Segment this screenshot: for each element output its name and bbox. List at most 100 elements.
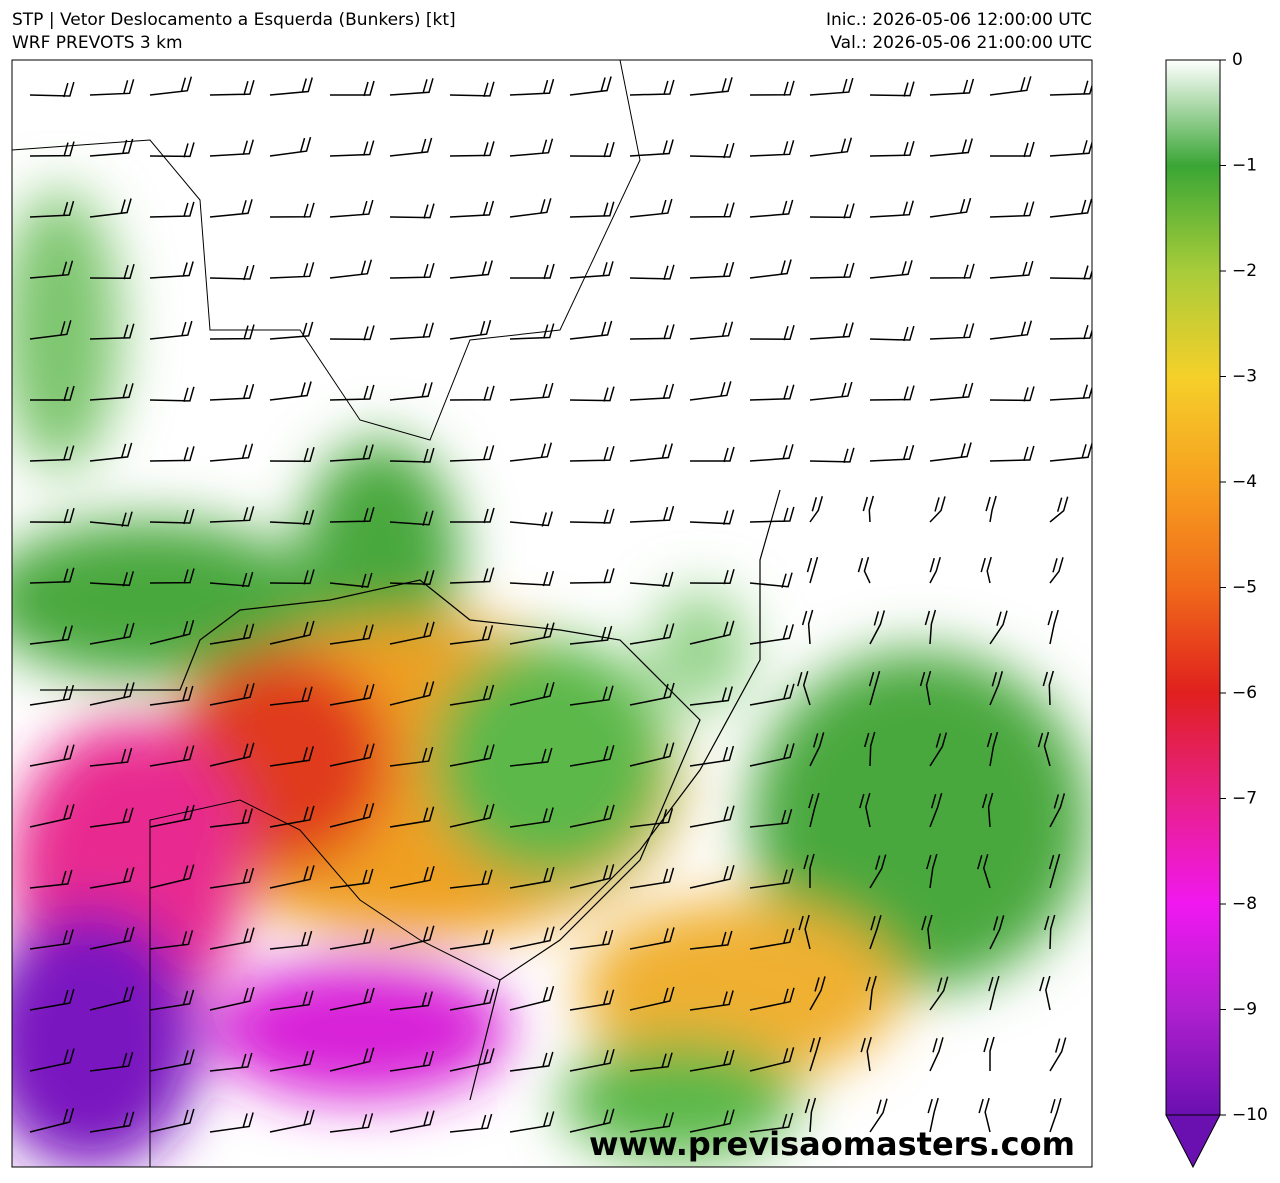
wind-barb [749, 444, 794, 462]
wind-barb [329, 1047, 375, 1072]
wind-barb [629, 742, 675, 767]
border [12, 60, 641, 441]
wind-barb [29, 200, 75, 218]
wind-barb [449, 81, 495, 98]
wind-barb [629, 443, 673, 462]
wind-barb [269, 805, 315, 828]
wind-barb [509, 1051, 554, 1072]
wind-barb [329, 325, 375, 341]
colorbar-tick-label: −1 [1232, 156, 1257, 176]
wind-barb [329, 987, 375, 1011]
wind-barb [689, 1049, 735, 1072]
wind-barb [569, 804, 615, 828]
wind-barb [149, 508, 195, 525]
wind-barb [989, 671, 1004, 706]
wind-barb [209, 199, 253, 218]
wind-barb [149, 989, 195, 1011]
wind-barb [929, 793, 943, 828]
wind-barb [389, 866, 435, 889]
wind-barb [30, 385, 75, 402]
subtitle: WRF PREVOTS 3 km [12, 33, 183, 53]
wind-barb [569, 745, 615, 767]
wind-barb [806, 556, 819, 584]
wind-barb [809, 447, 855, 464]
wind-barb [983, 1036, 995, 1071]
coastline [559, 489, 781, 931]
wind-barb [389, 137, 433, 157]
title: STP | Vetor Deslocamento a Esquerda (Bun… [12, 10, 456, 30]
wind-barb [629, 808, 674, 828]
wind-barb [509, 747, 553, 767]
wind-barb [269, 136, 312, 157]
wind-barb [209, 927, 255, 950]
wind-barb [89, 1111, 135, 1133]
wind-barb [869, 444, 915, 462]
colorbar-tick-label: −10 [1232, 1105, 1268, 1125]
wind-barb [149, 446, 195, 462]
wind-barb [329, 384, 375, 401]
wind-barb [29, 141, 75, 157]
wind-barb [269, 746, 314, 767]
wind-barb [509, 622, 555, 645]
wind-barb [749, 808, 793, 828]
wind-barb [209, 264, 255, 281]
init-time: Inic.: 2026-05-06 12:00:00 UTC [826, 10, 1092, 30]
wind-barb [389, 510, 434, 526]
wind-barb [629, 867, 675, 889]
wind-barb [981, 792, 994, 828]
wind-barb [859, 792, 871, 828]
wind-barb [330, 80, 375, 97]
wind-barb [29, 260, 74, 279]
wind-barb [629, 927, 675, 950]
wind-barb [209, 986, 255, 1011]
wind-barb [809, 322, 854, 340]
colorbar-tick-label: −8 [1232, 894, 1257, 914]
wind-barb [89, 138, 134, 157]
wind-barb [924, 609, 937, 645]
wind-barb [329, 506, 375, 523]
wind-barb [329, 259, 373, 279]
wind-barb [450, 507, 495, 524]
wind-barb [329, 140, 375, 157]
wind-barb [919, 670, 932, 706]
wind-barb [689, 381, 732, 401]
wind-barb [921, 914, 933, 950]
wind-barb [389, 1050, 435, 1072]
shade [12, 520, 320, 680]
shade [560, 1040, 800, 1160]
wind-barb [989, 201, 1035, 218]
wind-barb [89, 511, 133, 527]
wind-barb [989, 610, 1008, 645]
wind-barb [449, 684, 495, 706]
wind-barb [809, 77, 854, 96]
wind-barb [209, 443, 254, 462]
wind-barb [629, 79, 675, 96]
wind-barb [89, 264, 135, 280]
wind-barb [209, 139, 254, 157]
wind-barb [1042, 670, 1055, 706]
wind-barb [269, 569, 315, 585]
wind-barb [689, 990, 734, 1011]
wind-barb [89, 383, 134, 401]
wind-barb [209, 506, 255, 523]
shade [750, 650, 1090, 990]
wind-barb [149, 1108, 195, 1133]
wind-barb [389, 925, 435, 950]
shading [12, 190, 1090, 1167]
wind-barb [89, 79, 135, 96]
wind-barb [1049, 496, 1069, 523]
colorbar-tick-label: −6 [1232, 683, 1257, 703]
wind-barb [509, 866, 555, 889]
wind-barb [629, 623, 675, 645]
wind-barb [509, 807, 554, 828]
wind-barb [809, 381, 853, 401]
colorbar-tick-label: −3 [1232, 367, 1257, 387]
wind-barb [629, 505, 675, 523]
wind-barb [929, 197, 972, 218]
wind-barb [449, 988, 495, 1011]
wind-barb [978, 1097, 991, 1133]
wind-barb [689, 142, 735, 159]
wind-barb [569, 386, 615, 402]
wind-barb [329, 928, 375, 950]
